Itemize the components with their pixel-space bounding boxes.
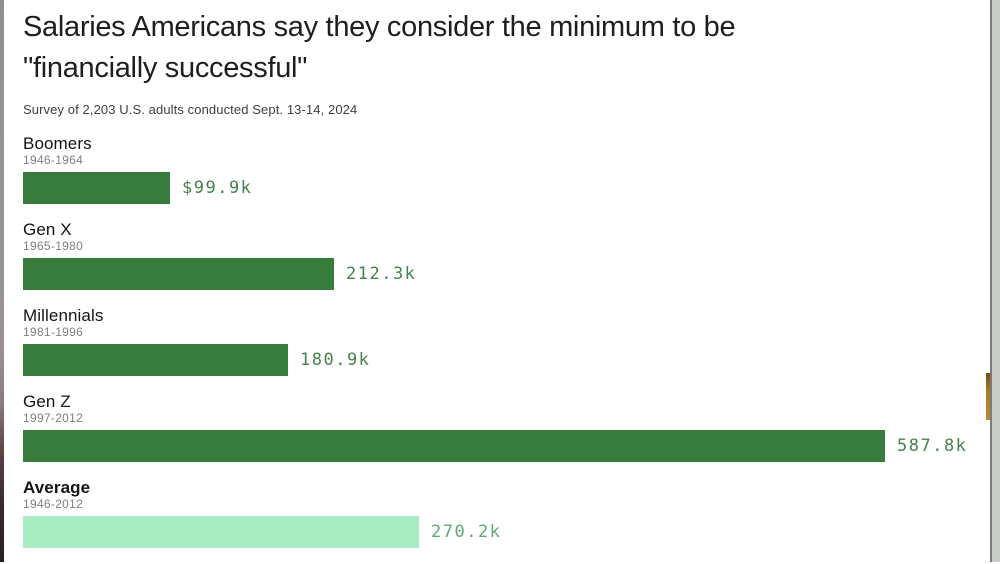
bar-line: 587.8k xyxy=(23,430,990,462)
bar-group-gen-z: Gen Z 1997-2012 587.8k xyxy=(23,392,990,462)
bar-line: $99.9k xyxy=(23,172,990,204)
bar-group-boomers: Boomers 1946-1964 $99.9k xyxy=(23,134,990,204)
bar xyxy=(23,258,334,290)
category-label: Millennials xyxy=(23,306,104,325)
year-range-label: 1965-1980 xyxy=(23,239,84,253)
year-range-label: 1946-1964 xyxy=(23,153,84,167)
category-label: Gen X xyxy=(23,220,72,239)
right-edge-gold-sliver xyxy=(986,373,990,420)
bar-group-average: Average 1946-2012 270.2k xyxy=(23,478,990,548)
chart-title: Salaries Americans say they consider the… xyxy=(23,11,736,84)
chart-subtitle: Survey of 2,203 U.S. adults conducted Se… xyxy=(23,102,358,117)
bar-line: 270.2k xyxy=(23,516,990,548)
bar-group-millennials: Millennials 1981-1996 180.9k xyxy=(23,306,990,376)
left-screen-edge-artifact xyxy=(0,0,4,562)
category-label: Boomers xyxy=(23,134,92,153)
bar xyxy=(23,172,170,204)
bar xyxy=(23,430,885,462)
year-range-label: 1946-2012 xyxy=(23,497,84,511)
bar-group-list: Boomers 1946-1964 $99.9k Gen X 1965-1980 212.… xyxy=(23,134,990,548)
bar-line: 212.3k xyxy=(23,258,990,290)
right-screen-edge-artifact xyxy=(990,0,1000,562)
bar-line: 180.9k xyxy=(23,344,990,376)
value-label: 587.8k xyxy=(897,436,968,456)
category-label: Average xyxy=(23,478,91,497)
year-range-label: 1981-1996 xyxy=(23,325,84,339)
value-label: 212.3k xyxy=(346,264,417,284)
bar xyxy=(23,516,419,548)
value-label: 180.9k xyxy=(300,350,371,370)
bar-group-gen-x: Gen X 1965-1980 212.3k xyxy=(23,220,990,290)
value-label: $99.9k xyxy=(182,178,253,198)
year-range-label: 1997-2012 xyxy=(23,411,84,425)
value-label: 270.2k xyxy=(431,522,502,542)
category-label: Gen Z xyxy=(23,392,71,411)
bar xyxy=(23,344,288,376)
